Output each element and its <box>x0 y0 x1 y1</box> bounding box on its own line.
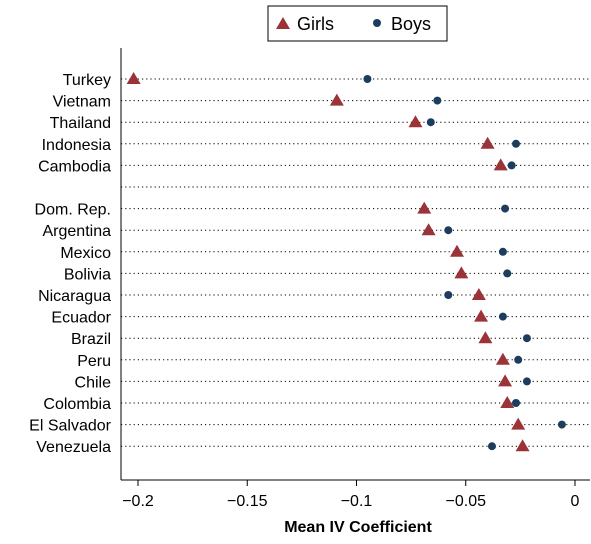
girls-point <box>126 72 141 84</box>
girls-point <box>474 309 489 322</box>
girls-point <box>471 288 486 300</box>
boys-point <box>426 118 435 127</box>
category-label: Colombia <box>43 396 111 413</box>
category-label: El Salvador <box>29 418 111 435</box>
data-points <box>126 72 566 452</box>
legend-boys-label: Boys <box>391 14 431 34</box>
legend-girls-marker <box>276 17 290 29</box>
x-tick-label: −0.15 <box>227 493 268 510</box>
boys-point <box>522 377 531 386</box>
category-label: Cambodia <box>38 158 111 175</box>
legend-girls-label: Girls <box>297 14 334 34</box>
boys-point <box>503 269 512 278</box>
legend: Girls Boys <box>267 5 448 42</box>
girls-point <box>421 223 436 236</box>
girls-point <box>498 374 513 387</box>
category-label: Turkey <box>63 72 111 89</box>
category-label: Thailand <box>50 115 111 132</box>
boys-point <box>498 312 507 321</box>
category-label: Dom. Rep. <box>35 202 111 219</box>
boys-point <box>512 399 521 407</box>
boys-point <box>433 96 442 105</box>
category-label: Ecuador <box>51 310 111 327</box>
x-tick-label: −0.1 <box>341 493 373 510</box>
boys-point <box>522 334 531 343</box>
category-label: Argentina <box>43 223 112 240</box>
boys-point <box>557 420 566 429</box>
girls-point <box>495 352 510 365</box>
boys-point <box>487 442 496 451</box>
girls-point <box>450 244 465 257</box>
category-label: Bolivia <box>64 266 111 283</box>
x-tick-label: 0 <box>571 493 580 510</box>
boys-point <box>514 355 523 364</box>
girls-point <box>329 93 344 106</box>
category-label: Chile <box>75 374 112 391</box>
category-labels: Turkey Vietnam Thailand Indonesia Cambodia Do… <box>29 72 112 456</box>
category-label: Indonesia <box>42 137 111 154</box>
boys-point <box>363 75 372 83</box>
category-label: Brazil <box>71 331 111 348</box>
girls-point <box>500 396 515 408</box>
girls-point <box>408 115 423 128</box>
x-ticks: −0.2 −0.15 −0.1 −0.05 0 <box>122 480 580 510</box>
category-label: Peru <box>77 353 111 370</box>
girls-point <box>480 136 495 149</box>
category-label: Venezuela <box>36 439 111 456</box>
girls-point <box>417 201 432 214</box>
boys-point <box>512 139 521 148</box>
gridlines <box>121 78 590 447</box>
boys-point <box>498 247 507 256</box>
girls-point <box>511 417 526 430</box>
legend-box <box>267 5 448 42</box>
boys-point <box>444 291 453 299</box>
legend-boys-marker <box>373 19 381 27</box>
category-label: Mexico <box>60 245 111 262</box>
girls-point <box>515 439 530 452</box>
boys-point <box>444 226 453 235</box>
axes <box>120 48 590 481</box>
girls-point <box>454 266 469 279</box>
boys-point <box>507 161 516 170</box>
category-label: Vietnam <box>53 94 111 111</box>
x-tick-label: −0.05 <box>446 493 487 510</box>
x-axis-title: Mean IV Coefficient <box>284 519 432 536</box>
girls-point <box>478 331 493 344</box>
boys-point <box>501 204 510 213</box>
category-label: Nicaragua <box>38 288 111 305</box>
x-tick-label: −0.2 <box>122 493 154 510</box>
girls-point <box>493 158 508 171</box>
